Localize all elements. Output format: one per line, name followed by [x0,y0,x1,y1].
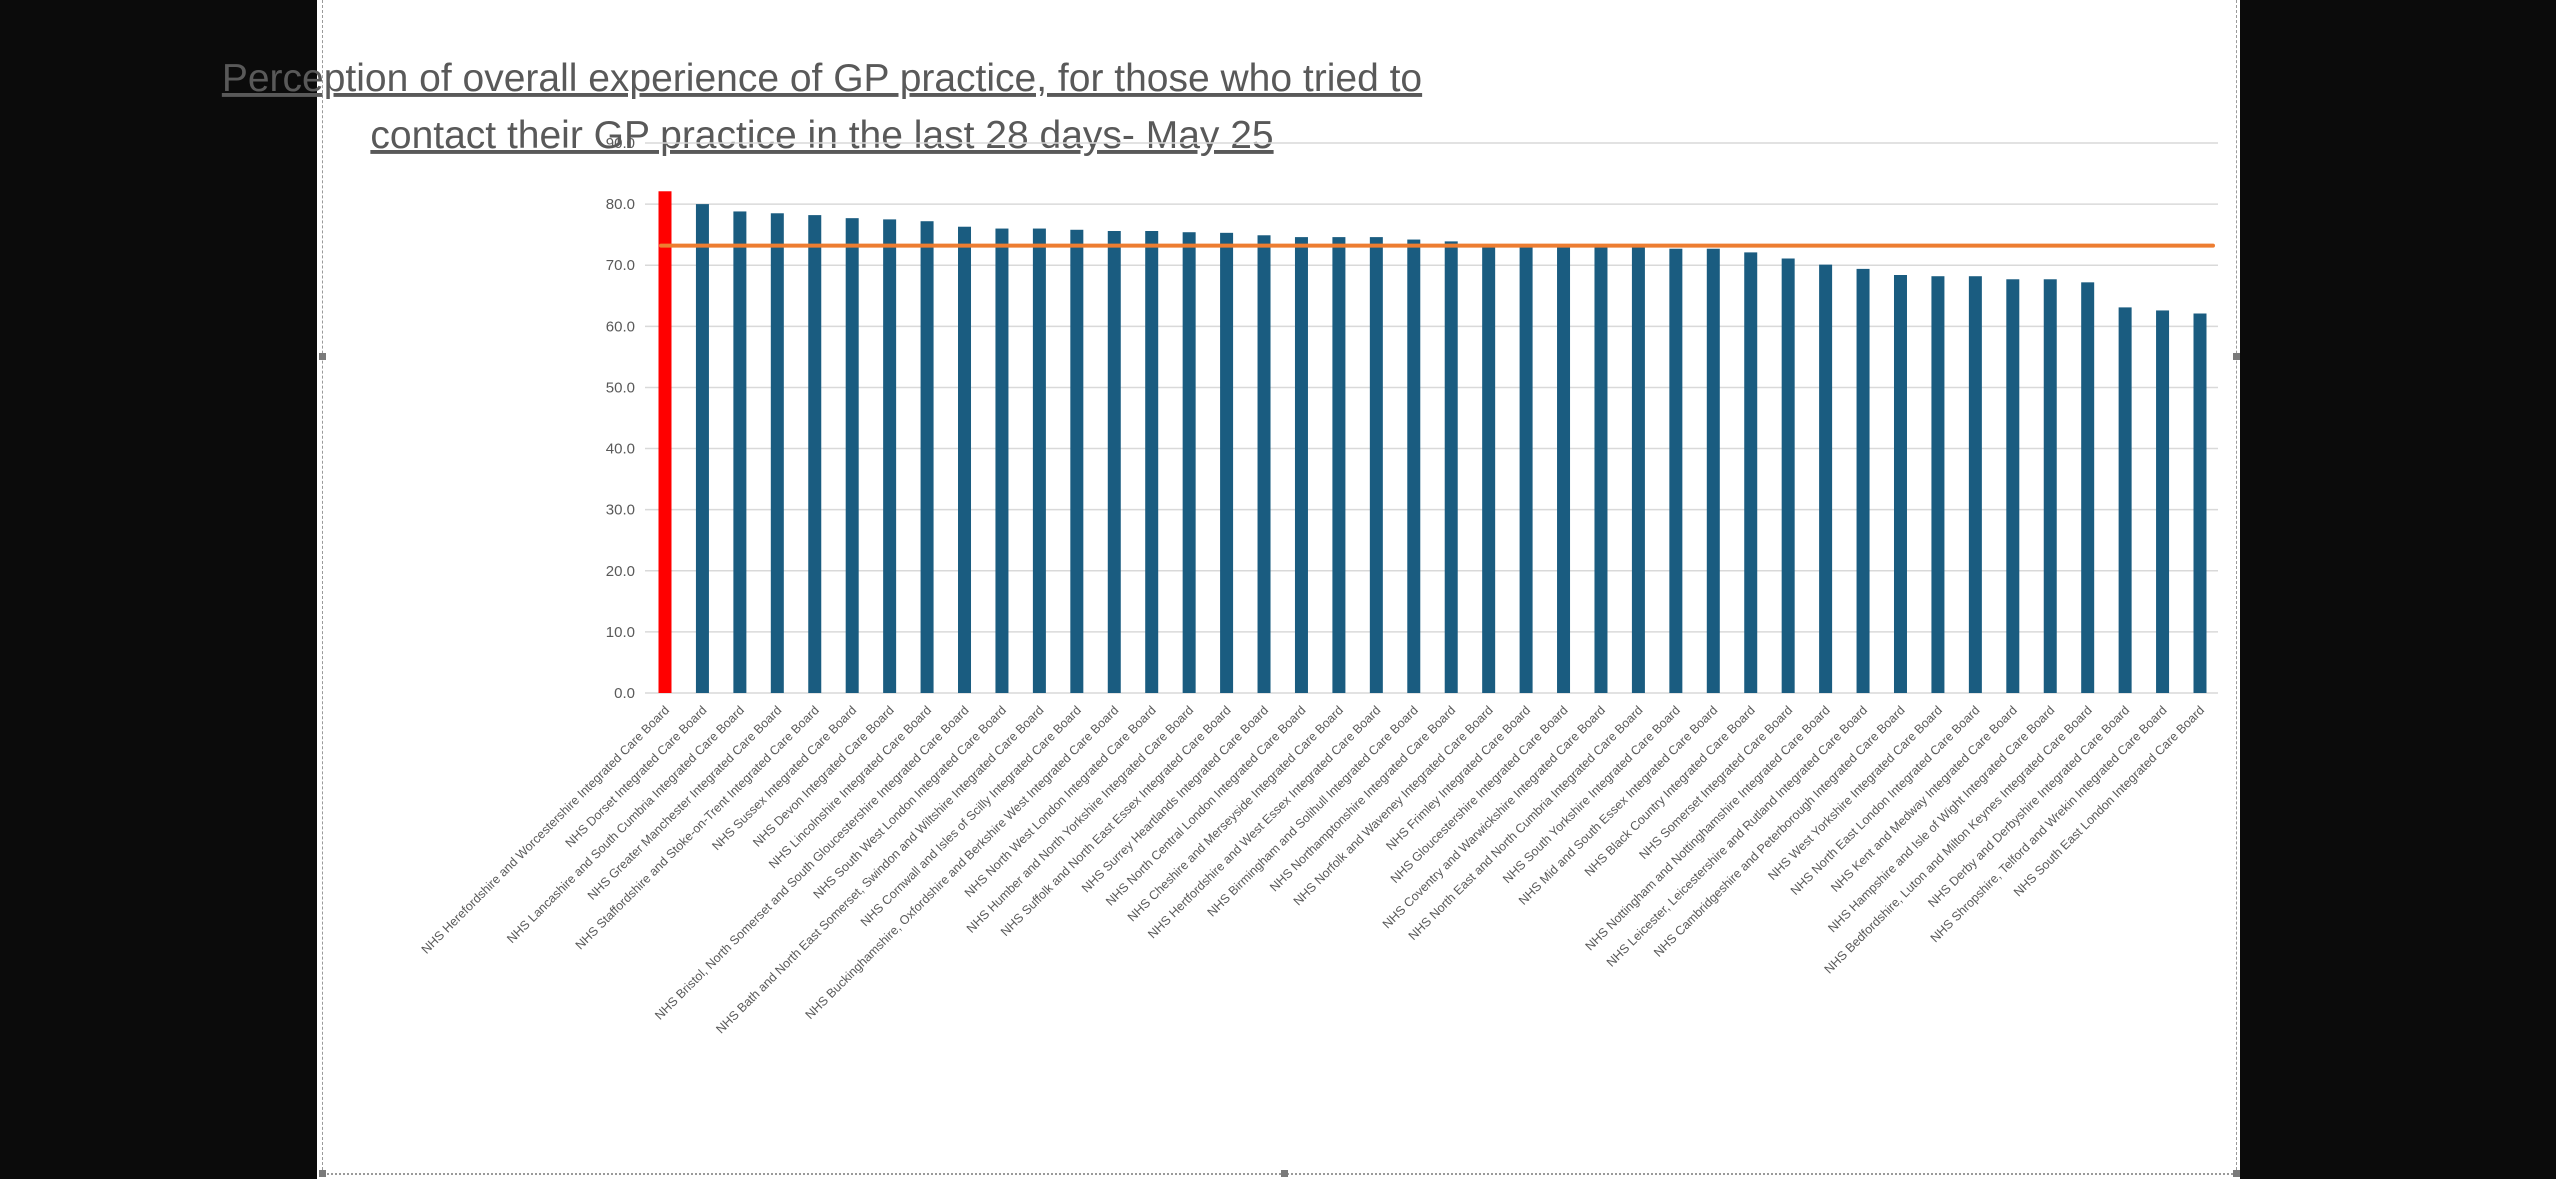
bar [1594,246,1608,693]
y-tick-label: 50.0 [606,379,635,396]
bar [1070,229,1084,693]
bar [1482,245,1496,693]
bar [2006,279,2020,693]
y-tick-label: 40.0 [606,441,635,458]
bar [2118,307,2132,693]
bar [1781,258,1795,693]
bar [2081,282,2095,693]
bar [995,228,1009,694]
bar [2043,279,2057,693]
bar [1369,237,1383,693]
bar [1220,232,1234,694]
bar [770,213,784,693]
bar [1407,239,1421,694]
bar [920,221,934,693]
bar [1294,237,1308,693]
y-tick-label: 0.0 [614,685,635,702]
bar [1856,268,1870,693]
bar [845,218,859,693]
y-tick-label: 80.0 [606,196,635,213]
bar [1557,246,1571,693]
bar [1631,246,1645,693]
slide-canvas [317,0,2240,1179]
chart-title-line-1: Perception of overall experience of GP p… [222,57,1422,100]
x-tick-label: NHS Nottingham and Nottinghamshire Integ… [1583,703,1833,953]
x-axis-labels: NHS Herefordshire and Worcestershire Int… [419,703,2207,1036]
bar [733,211,747,693]
bar [1931,276,1945,693]
y-tick-label: 20.0 [606,563,635,580]
bar [1444,241,1458,693]
bar [1819,264,1833,693]
bar [808,215,822,693]
bar [2193,313,2207,693]
y-tick-label: 90.0 [606,135,635,152]
bars [658,191,2207,694]
bar [1968,276,1982,693]
bar [1145,231,1159,693]
bar [958,226,972,693]
bar [883,219,897,693]
bar [1744,252,1758,693]
bar [1332,237,1346,693]
chart-title-line-2: contact their GP practice in the last 28… [370,114,1273,157]
gridlines [645,142,2218,694]
y-tick-label: 30.0 [606,502,635,519]
bar [1669,248,1683,693]
bar [2156,310,2170,693]
bar [1032,228,1046,694]
bar [1107,231,1121,693]
x-tick-label: NHS Herefordshire and Worcestershire Int… [419,703,672,956]
y-tick-label: 70.0 [606,257,635,274]
bar-highlighted [658,191,672,693]
bar [1519,245,1533,693]
bar [1257,235,1271,693]
bar [1893,275,1907,693]
bar [695,204,709,693]
y-tick-label: 10.0 [606,624,635,641]
y-axis-ticks: 0.0 10.0 20.0 30.0 40.0 50.0 60.0 70.0 80.0 90.0 [606,135,635,702]
chart-title: Perception of overall experience of GP p… [222,57,1422,157]
x-tick-label: NHS West Yorkshire Integrated Care Board [1765,703,1945,883]
bar [1706,248,1720,693]
bar [1182,232,1196,693]
y-tick-label: 60.0 [606,318,635,335]
x-tick-label: NHS Staffordshire and Stoke-on-Trent Int… [573,703,822,952]
